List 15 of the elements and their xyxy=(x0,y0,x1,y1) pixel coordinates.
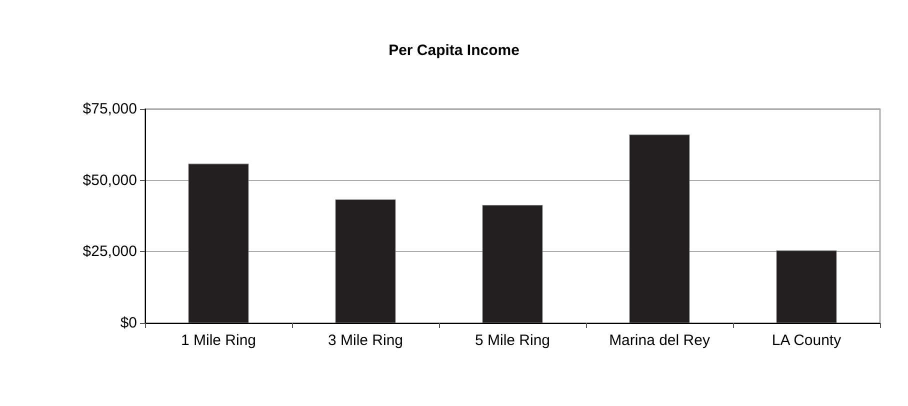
x-tick-label: 3 Mile Ring xyxy=(328,332,404,349)
x-tick-label: 5 Mile Ring xyxy=(474,332,550,349)
chart-title: Per Capita Income xyxy=(388,42,520,59)
x-tick-label: LA County xyxy=(772,332,842,349)
y-tick-label: $25,000 xyxy=(82,243,137,260)
y-tick-label: $0 xyxy=(120,314,137,332)
bar xyxy=(188,164,249,323)
x-tick-label: 1 Mile Ring xyxy=(180,332,256,349)
x-tick-label: Marina del Rey xyxy=(609,332,710,349)
y-tick-label: $75,000 xyxy=(82,100,137,118)
bar xyxy=(335,199,396,323)
bar xyxy=(629,134,690,323)
bar xyxy=(776,250,837,323)
bar xyxy=(482,205,543,323)
y-tick-label: $50,000 xyxy=(82,172,137,189)
